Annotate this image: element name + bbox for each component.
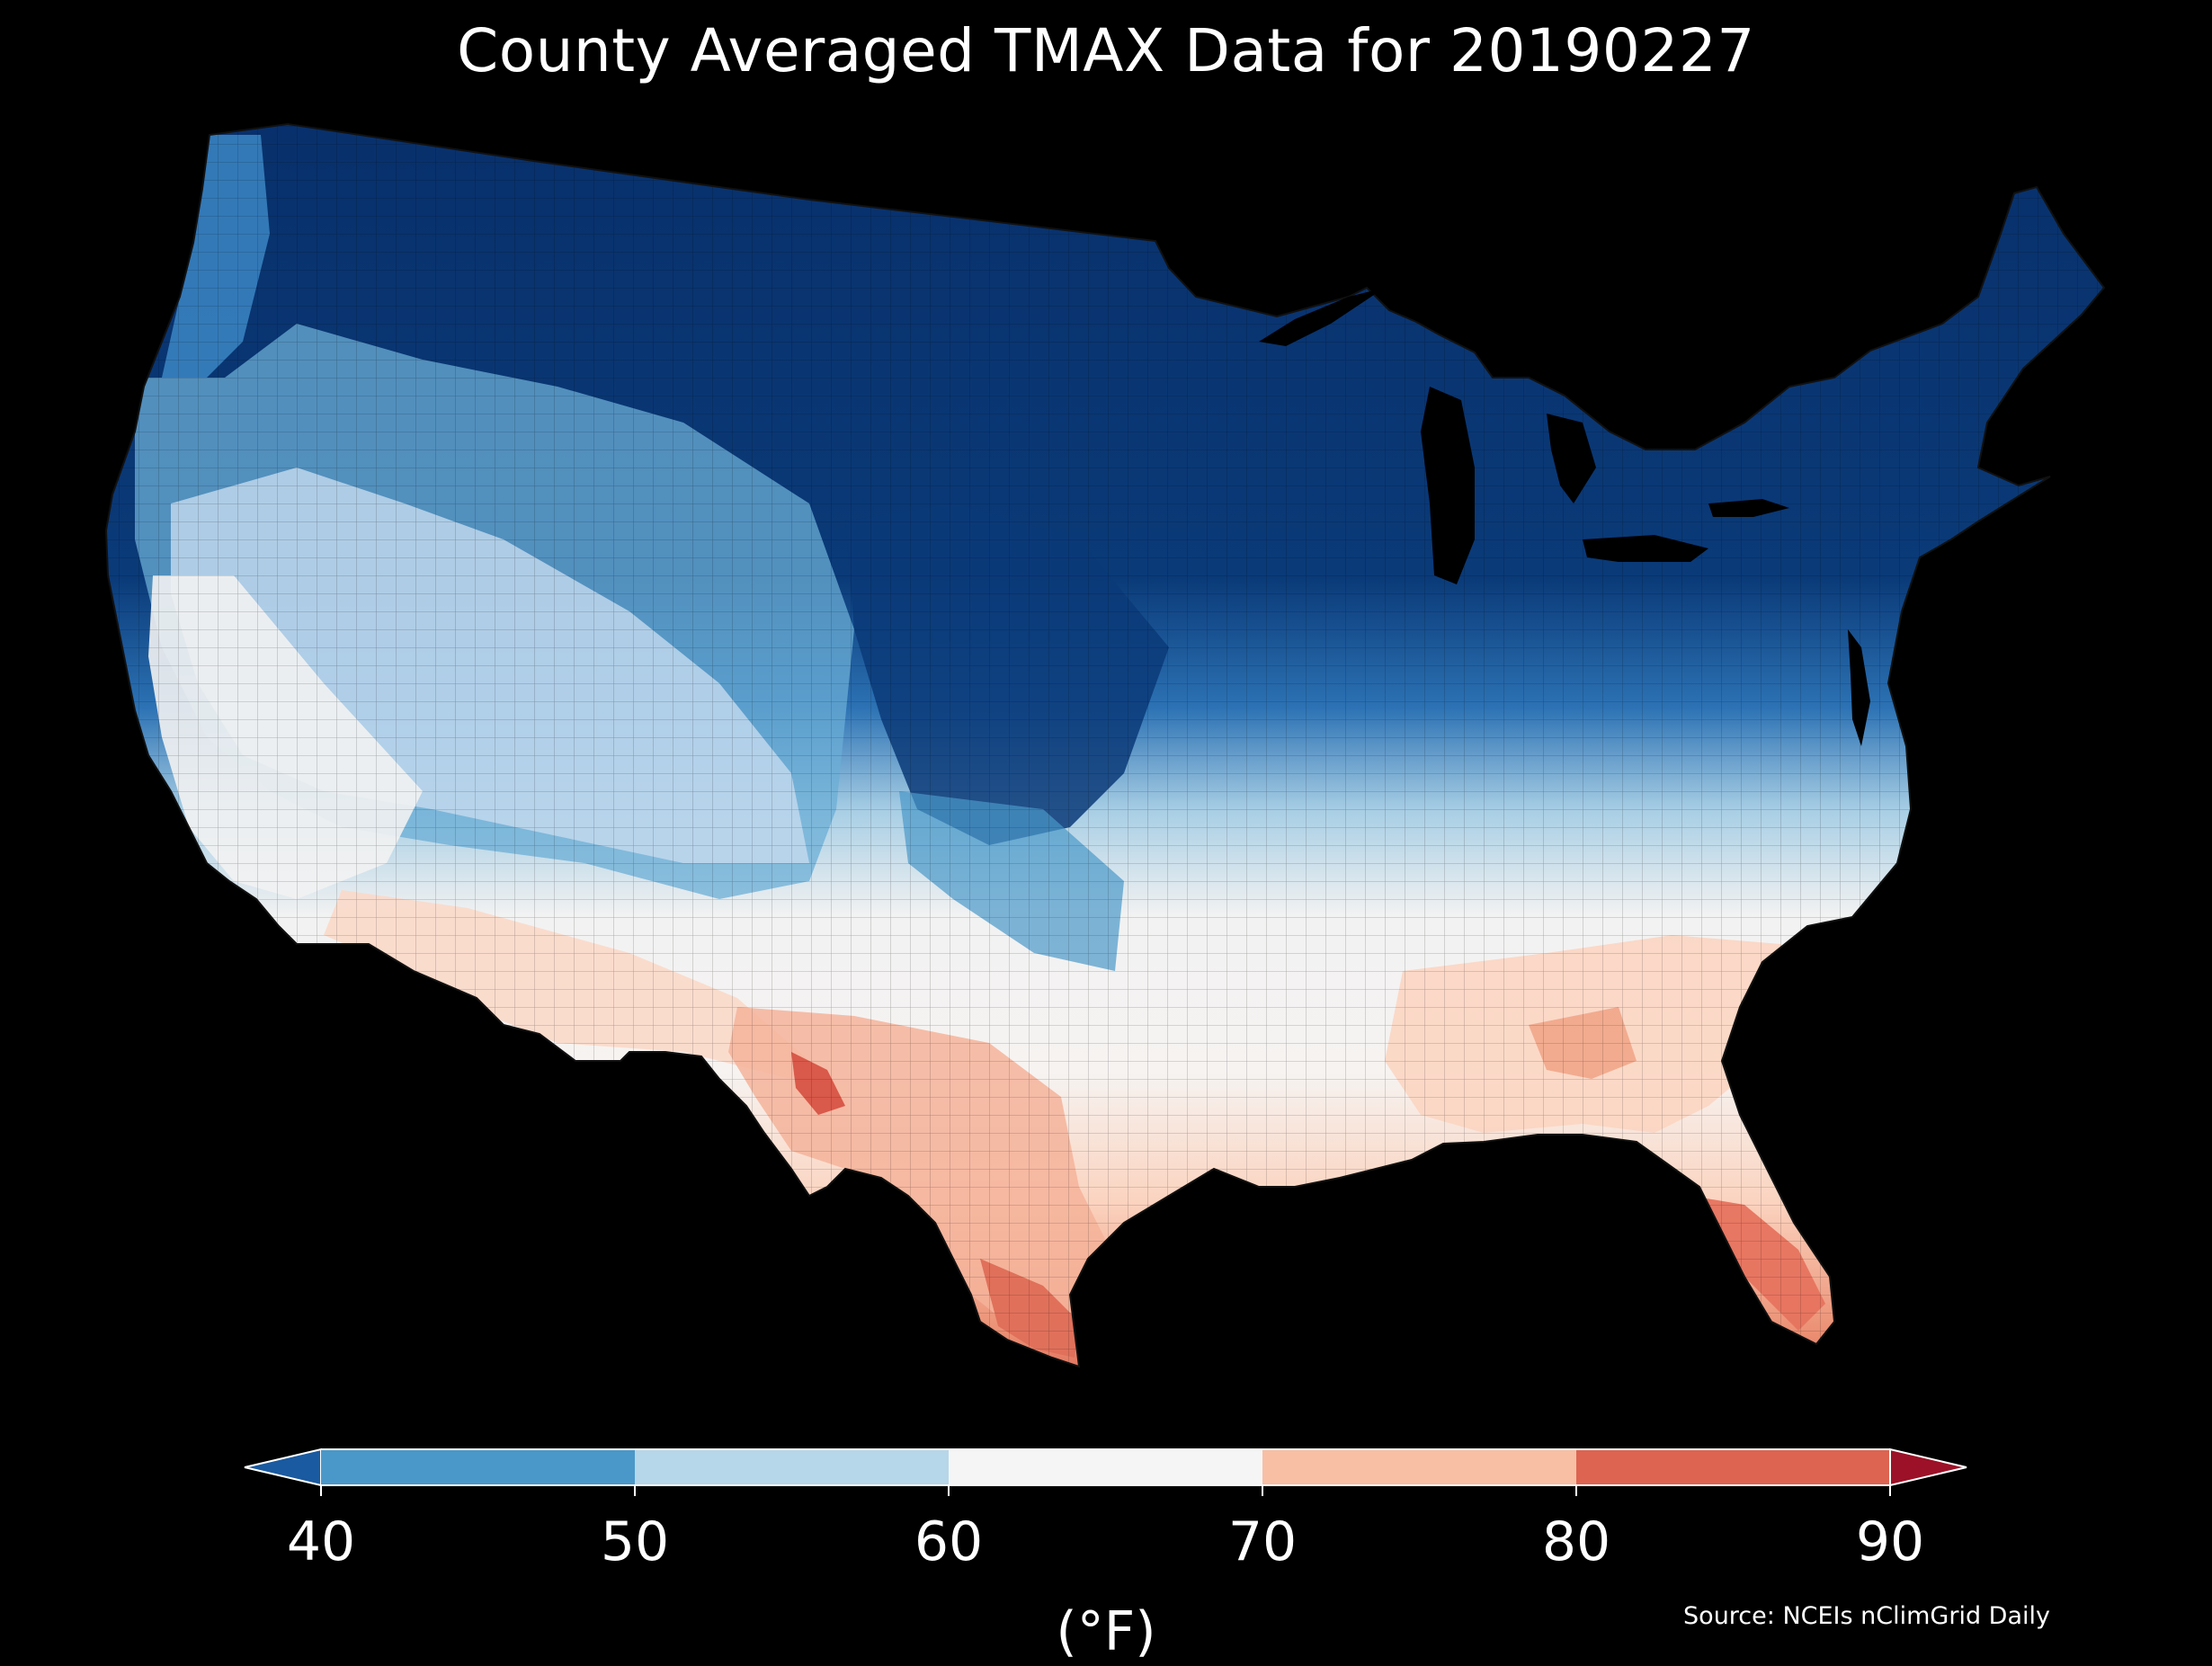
- lake-huron: [1547, 414, 1596, 503]
- colorbar-bin-60-70: [949, 1449, 1262, 1485]
- colorbar-tick-50: 50: [600, 1510, 670, 1573]
- lake-superior: [1259, 288, 1385, 346]
- lake-michigan: [1421, 387, 1475, 584]
- colorbar-bin-50-60: [635, 1449, 949, 1485]
- colorbar-bin-40-50: [321, 1449, 635, 1485]
- source-credit: Source: NCEIs nClimGrid Daily: [1683, 1602, 2050, 1630]
- chesapeake-bay: [1848, 629, 1870, 746]
- colorbar-bin-70-80: [1262, 1449, 1576, 1485]
- map-title: County Averaged TMAX Data for 20190227: [457, 16, 1755, 85]
- colorbar-units-label: (°F): [1056, 1600, 1156, 1663]
- colorbar-tick-90: 90: [1855, 1510, 1925, 1573]
- colorbar-bin-80-90: [1576, 1449, 1890, 1485]
- lake-ontario: [1708, 499, 1789, 517]
- colorbar-tick-40: 40: [286, 1510, 356, 1573]
- colorbar-tick-60: 60: [914, 1510, 984, 1573]
- colorbar-tick-80: 80: [1541, 1510, 1611, 1573]
- lake-erie: [1583, 535, 1708, 562]
- colorbar-tick-70: 70: [1227, 1510, 1298, 1573]
- colorbar-extend-high: [1889, 1448, 1967, 1487]
- colorbar-extend-low: [244, 1448, 322, 1487]
